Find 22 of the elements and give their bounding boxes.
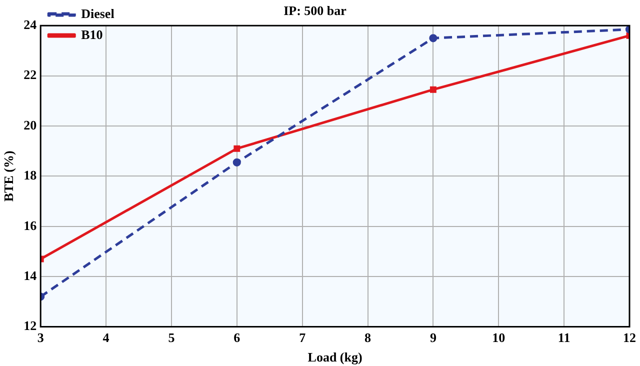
x-tick-label: 6 [234, 330, 241, 345]
x-tick-label: 7 [299, 330, 306, 345]
x-tick-label: 3 [37, 330, 44, 345]
legend-label: B10 [81, 26, 103, 42]
x-tick-label: 11 [558, 330, 570, 345]
y-axis-title: BTE (%) [1, 150, 16, 202]
y-tick-label: 14 [24, 268, 38, 283]
x-tick-label: 4 [102, 330, 110, 345]
x-tick-label: 5 [168, 330, 176, 345]
y-tick-label: 16 [24, 218, 38, 233]
y-tick-label: 12 [24, 318, 37, 334]
x-axis-title: Load (kg) [308, 350, 362, 365]
x-tick-label: 9 [430, 330, 437, 345]
y-tick-label: 20 [24, 117, 37, 132]
x-tick-label: 10 [492, 330, 506, 345]
chart-title: IP: 500 bar [284, 3, 347, 18]
x-tick-label: 8 [364, 330, 372, 345]
y-tick-label: 18 [24, 168, 38, 183]
y-tick-label: 22 [24, 67, 37, 82]
y-tick-label: 24 [24, 16, 38, 32]
x-tick-label: 12 [623, 330, 636, 345]
legend-label: Diesel [81, 6, 115, 21]
